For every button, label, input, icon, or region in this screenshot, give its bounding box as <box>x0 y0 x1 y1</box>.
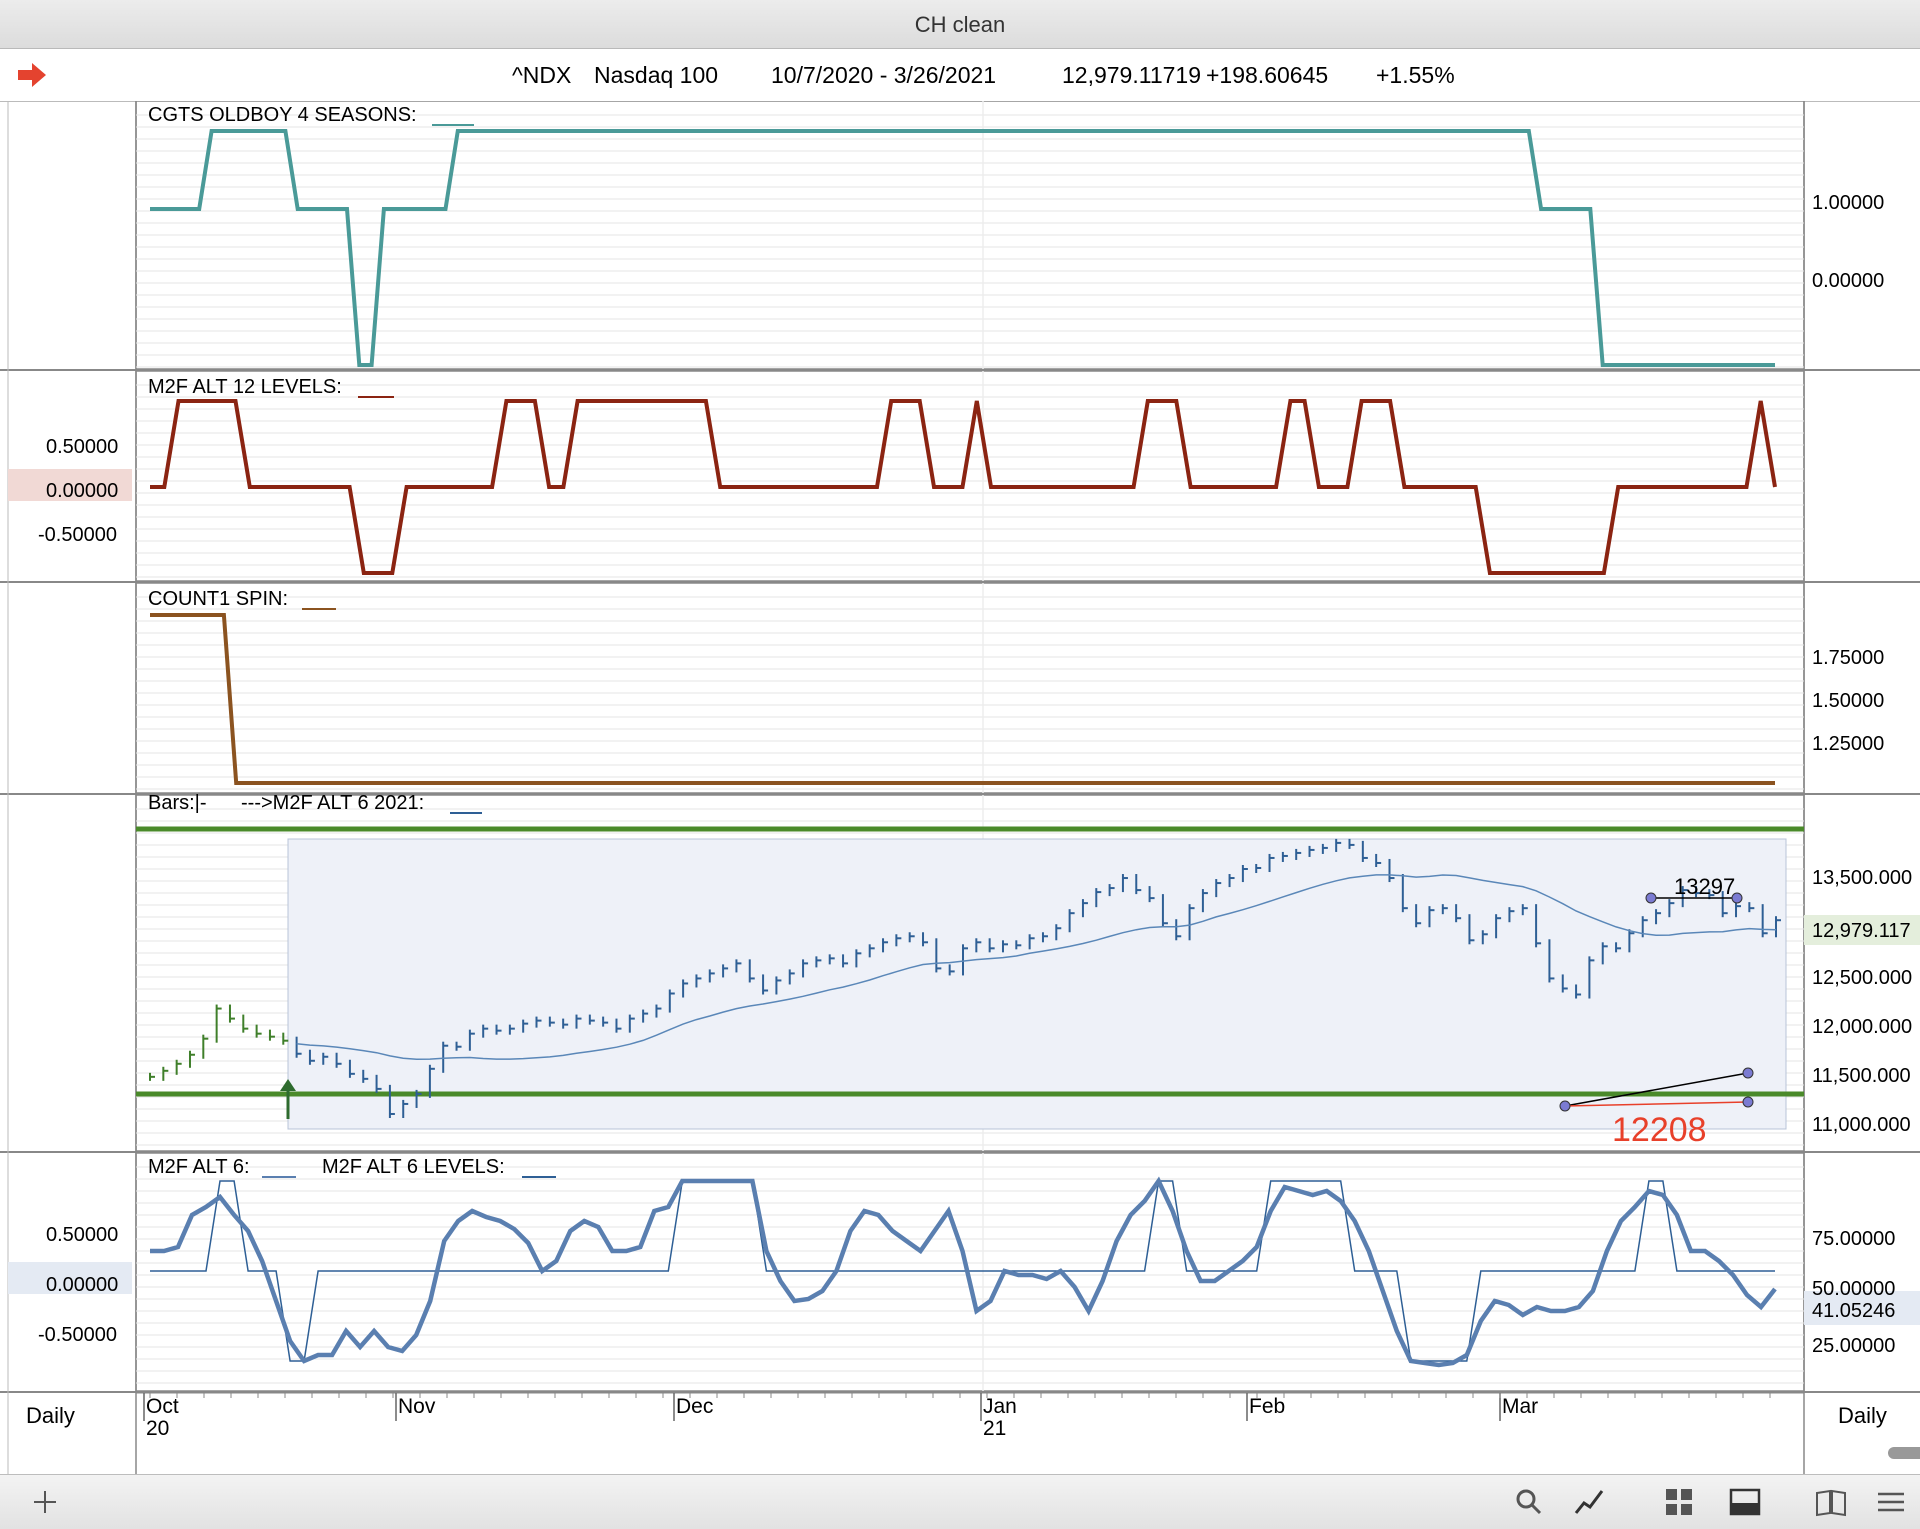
panel5-ytick-right-25: 25.00000 <box>1812 1335 1895 1357</box>
panel-frame <box>135 1152 1805 1392</box>
line-chart-icon[interactable] <box>1572 1485 1606 1519</box>
panel1-ytick-1: 1.00000 <box>1812 192 1884 214</box>
panel4-subtitle: --->M2F ALT 6 2021: <box>241 792 424 814</box>
periodicity-left[interactable]: Daily <box>26 1403 75 1428</box>
panel3-ytick-0: 1.75000 <box>1812 647 1884 669</box>
panel5-last-highlight <box>1804 1291 1920 1325</box>
panel3-title: COUNT1 SPIN: <box>148 588 288 610</box>
month-label: Mar <box>1502 1395 1538 1418</box>
window-titlebar: CH clean <box>0 0 1920 49</box>
symbol-ticker: ^NDX <box>512 62 572 88</box>
alt6-line <box>150 1176 1777 1368</box>
panel2-ytick-pos: 0.50000 <box>46 436 118 458</box>
periodicity-right[interactable]: Daily <box>1838 1403 1887 1428</box>
add-icon[interactable] <box>28 1485 62 1519</box>
panel4-ytick-0: 13,500.000 <box>1812 867 1912 889</box>
price-change: +198.60645 <box>1206 62 1329 88</box>
panel4-title: Bars:|- <box>148 792 207 814</box>
panel5-ytick-left-zero: 0.00000 <box>46 1274 118 1296</box>
year-label: 20 <box>146 1417 169 1440</box>
year-label: 21 <box>983 1417 1006 1440</box>
panel5-last-value: 41.05246 <box>1812 1300 1895 1322</box>
book-icon[interactable] <box>1814 1485 1848 1519</box>
month-label: Feb <box>1249 1395 1285 1418</box>
panel2-zero-highlight <box>8 469 132 501</box>
panel4-ytick-4: 11,500.000 <box>1812 1065 1911 1087</box>
trendline-end-handle[interactable] <box>1742 1067 1754 1079</box>
last-price-highlight <box>1804 915 1920 945</box>
last-price: 12,979.11719 <box>1062 62 1201 88</box>
panel1-ytick-0: 0.00000 <box>1812 270 1884 292</box>
up-arrow-icon[interactable] <box>280 1079 296 1091</box>
symbol-name: Nasdaq 100 <box>594 62 719 88</box>
support-label: 12208 <box>1612 1111 1707 1149</box>
panel5-ytick-left-pos: 0.50000 <box>46 1224 118 1246</box>
month-label: Nov <box>398 1395 436 1418</box>
selection-range-box[interactable] <box>287 838 1787 1130</box>
chart-area[interactable]: CGTS OLDBOY 4 SEASONS: 1.00000 0.00000 M… <box>0 101 1920 1474</box>
symbol-info-bar: ^NDX Nasdaq 100 10/7/2020 - 3/26/2021 12… <box>0 49 1920 102</box>
month-label: Dec <box>676 1395 713 1418</box>
panel2-ytick-neg: -0.50000 <box>38 524 117 546</box>
alt6-levels-line <box>150 1180 1775 1362</box>
search-icon[interactable] <box>1512 1485 1546 1519</box>
panel5-ytick-left-neg: -0.50000 <box>38 1324 117 1346</box>
grid-layout-icon[interactable] <box>1662 1485 1696 1519</box>
panel2-ytick-zero: 0.00000 <box>46 480 118 502</box>
month-label: Jan <box>983 1395 1017 1418</box>
moving-average-line <box>296 874 1777 1060</box>
panel-frame <box>135 370 1805 582</box>
month-label: Oct <box>146 1395 179 1418</box>
panel5-zero-highlight <box>8 1262 132 1294</box>
panel1-title: CGTS OLDBOY 4 SEASONS: <box>148 104 417 126</box>
resistance-label: 13297 <box>1674 874 1735 899</box>
red-arrow-icon[interactable] <box>18 63 46 87</box>
panel2-title: M2F ALT 12 LEVELS: <box>148 376 342 398</box>
window-title: CH clean <box>914 12 1006 37</box>
panel5-ytick-right-50: 50.00000 <box>1812 1278 1895 1300</box>
support-handle[interactable] <box>1742 1096 1754 1108</box>
panel-frame <box>135 582 1805 794</box>
horizontal-scrollbar[interactable] <box>1888 1447 1920 1459</box>
panel4-ytick-2: 12,500.000 <box>1812 967 1912 989</box>
oldboy-line <box>150 129 1775 367</box>
alt12-levels-line <box>150 399 1777 575</box>
price-bars <box>149 838 1781 1118</box>
panel-layout-icon[interactable] <box>1728 1485 1762 1519</box>
support-line[interactable] <box>1564 1101 1749 1107</box>
date-range: 10/7/2020 - 3/26/2021 <box>771 62 997 88</box>
count1-spin-line <box>150 613 1775 785</box>
panel5-ytick-right-75: 75.00000 <box>1812 1228 1895 1250</box>
panel5-subtitle: M2F ALT 6 LEVELS: <box>322 1156 505 1178</box>
panel4-last-price: 12,979.117 <box>1812 920 1911 942</box>
panel3-ytick-2: 1.25000 <box>1812 733 1884 755</box>
panel4-ytick-3: 12,000.000 <box>1812 1016 1912 1038</box>
bottom-toolbar <box>0 1474 1920 1529</box>
panel5-title: M2F ALT 6: <box>148 1156 250 1178</box>
panel4-ytick-5: 11,000.000 <box>1812 1114 1911 1136</box>
percent-change: +1.55% <box>1376 62 1455 88</box>
trendline-handle[interactable] <box>1559 1100 1571 1112</box>
resistance-handle-left[interactable] <box>1645 892 1657 904</box>
trendline[interactable] <box>1564 1072 1749 1107</box>
resistance-handle-right[interactable] <box>1731 892 1743 904</box>
panel3-ytick-1: 1.50000 <box>1812 690 1884 712</box>
menu-icon[interactable] <box>1874 1485 1908 1519</box>
